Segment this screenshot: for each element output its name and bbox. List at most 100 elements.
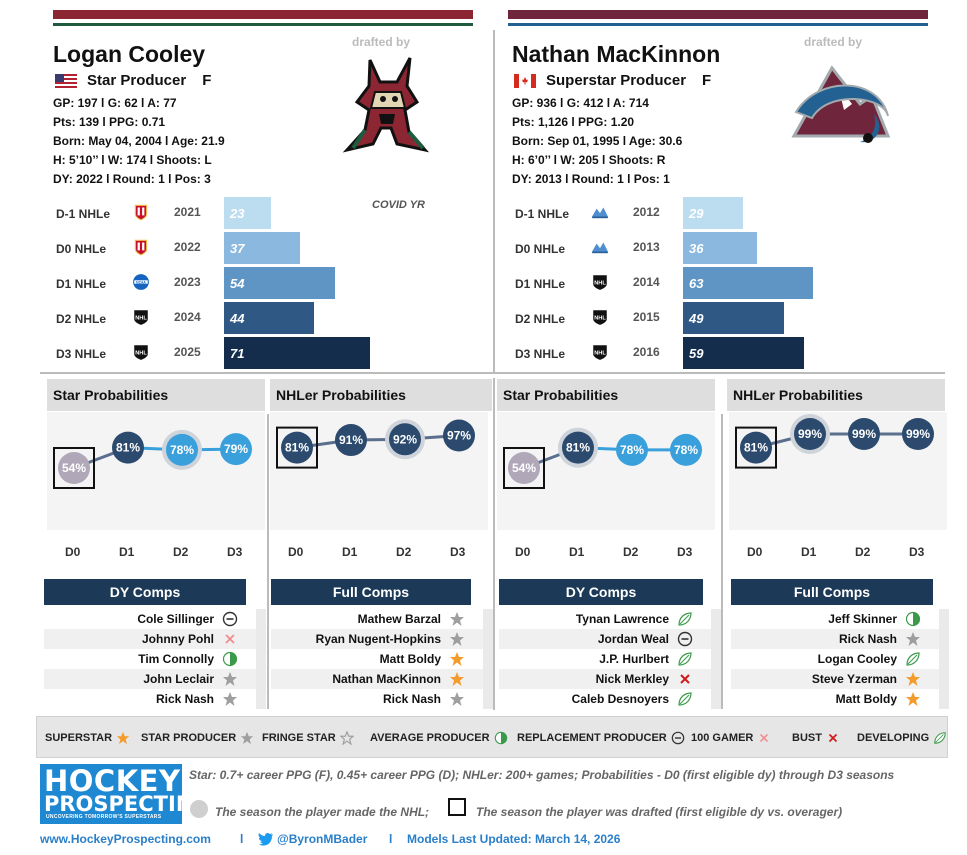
nhle-row: D0 NHLe 2013 36 — [513, 232, 853, 264]
nhle-year: 2024 — [174, 310, 201, 324]
comp-row: Rick Nash — [731, 629, 939, 649]
average-producer-icon — [222, 651, 238, 667]
prob-point-label: 78% — [620, 443, 644, 457]
d-axis-label: D3 — [227, 545, 243, 559]
definition-note: Star: 0.7+ career PPG (F), 0.45+ career … — [189, 768, 895, 782]
comp-row: Caleb Desnoyers — [499, 689, 711, 709]
nhl-league-icon: NHL — [591, 343, 609, 361]
comp-player-name: J.P. Hurlbert — [599, 652, 669, 666]
average-producer-icon — [905, 611, 921, 627]
nhle-value: 71 — [230, 346, 245, 361]
nhle-row: D-1 NHLe 2012 29 — [513, 197, 853, 229]
legend-item: FRINGE STAR — [262, 731, 354, 745]
star-producer-icon — [449, 611, 465, 627]
star-producer-icon — [449, 631, 465, 647]
nhle-row: D1 NHLe NHL 2014 63 — [513, 267, 853, 299]
prob-point-label: 91% — [339, 433, 363, 447]
comps-scrollbar[interactable] — [711, 609, 721, 709]
comp-row: Cole Sillinger — [44, 609, 256, 629]
center-divider — [493, 30, 495, 372]
legend-bar: SUPERSTAR STAR PRODUCER FRINGE STAR AVERAGE… — [36, 716, 948, 758]
prob-point — [220, 433, 252, 466]
panel-divider — [721, 414, 723, 709]
legend-item: 100 GAMER — [691, 731, 771, 745]
prob-point — [508, 452, 540, 484]
drafted-season-box — [735, 426, 777, 469]
drafted-season-box — [503, 447, 545, 489]
nhle-bar: 44 — [224, 302, 314, 334]
website-link[interactable]: www.HockeyProspecting.com — [40, 832, 211, 846]
comp-row: J.P. Hurlbert — [499, 649, 711, 669]
nhle-year: 2025 — [174, 345, 201, 359]
player-stat-line: GP: 197 l G: 62 l A: 77 — [53, 96, 177, 110]
player-role: Superstar Producer — [546, 72, 687, 89]
twitter-handle[interactable]: @ByronMBader — [277, 832, 368, 846]
bust-icon — [677, 671, 693, 687]
comps-scrollbar[interactable] — [939, 609, 949, 709]
drafted-by-label: drafted by — [804, 35, 863, 49]
prob-point-label: 81% — [116, 441, 140, 455]
d-axis-label: D1 — [119, 545, 135, 559]
nhle-year: 2023 — [174, 275, 201, 289]
drafted-season-marker-icon — [448, 798, 466, 816]
comp-row: Logan Cooley — [731, 649, 939, 669]
comps-header: DY Comps — [499, 579, 703, 605]
nhl-league-icon: NHL — [132, 308, 150, 326]
prob-point — [562, 431, 594, 464]
comp-player-name: Tim Connolly — [138, 652, 214, 666]
comps-scrollbar[interactable] — [483, 609, 493, 709]
probability-line-chart: 54% 81% 78% 79% — [47, 412, 265, 530]
bust-icon — [826, 731, 840, 745]
qmjhl-league-icon — [591, 203, 609, 221]
nhle-label: D2 NHLe — [56, 312, 107, 326]
prob-point-label: 78% — [674, 443, 698, 457]
superstar-icon — [449, 671, 465, 687]
nhle-value: 36 — [689, 241, 704, 256]
comps-scrollbar[interactable] — [256, 609, 266, 709]
player-stat-line: Born: May 04, 2004 l Age: 21.9 — [53, 134, 225, 148]
drafted-season-box — [53, 447, 95, 489]
nhl-league-icon: NHL — [591, 273, 609, 291]
nhl-league-icon: NHL — [132, 343, 150, 361]
d-axis-label: D2 — [173, 545, 189, 559]
prob-point-label: 54% — [62, 461, 86, 475]
comp-player-name: Rick Nash — [155, 692, 214, 706]
d-axis-label: D3 — [677, 545, 693, 559]
d-axis-label: D2 — [396, 545, 412, 559]
nhle-bar: 23 — [224, 197, 271, 229]
star-producer-icon — [905, 631, 921, 647]
nhle-label: D1 NHLe — [56, 277, 107, 291]
drafted-by-label: drafted by — [352, 35, 411, 49]
d-axis-label: D2 — [623, 545, 639, 559]
logo-tagline: UNCOVERING TOMORROW'S SUPERSTARS — [46, 814, 162, 820]
comp-player-name: Logan Cooley — [817, 652, 897, 666]
nhle-bar: 71 — [224, 337, 370, 369]
legend-label: AVERAGE PRODUCER — [370, 732, 490, 744]
svg-text:NHL: NHL — [594, 350, 606, 356]
probability-line-chart: 54% 81% 78% 78% — [497, 412, 715, 530]
comp-row: Rick Nash — [271, 689, 483, 709]
prob-point-label: 99% — [798, 427, 822, 441]
fringe-star-icon — [339, 731, 354, 745]
superstar-icon — [905, 671, 921, 687]
player-stat-line: Pts: 1,126 l PPG: 1.20 — [512, 115, 635, 129]
nhle-label: D0 NHLe — [515, 242, 566, 256]
100-gamer-icon — [222, 631, 238, 647]
prob-point — [670, 433, 702, 466]
nhle-year: 2015 — [633, 310, 660, 324]
d-axis-label: D2 — [855, 545, 871, 559]
player-role-line: Superstar Producer F — [514, 72, 711, 89]
nhle-value: 49 — [689, 311, 704, 326]
comp-player-name: John Leclair — [143, 672, 214, 686]
comp-row: Jeff Skinner — [731, 609, 939, 629]
d-axis-label: D0 — [288, 545, 304, 559]
mackinnon-header-stripe — [508, 23, 928, 26]
prob-point — [335, 424, 367, 457]
legend-label: REPLACEMENT PRODUCER — [517, 732, 667, 744]
probability-line-chart: 81% 91% 92% 97% — [270, 412, 488, 530]
nhle-year: 2014 — [633, 275, 660, 289]
prob-point — [794, 418, 826, 450]
nhle-label: D1 NHLe — [515, 277, 566, 291]
d-axis-label: D3 — [450, 545, 466, 559]
comp-player-name: Matt Boldy — [379, 652, 441, 666]
